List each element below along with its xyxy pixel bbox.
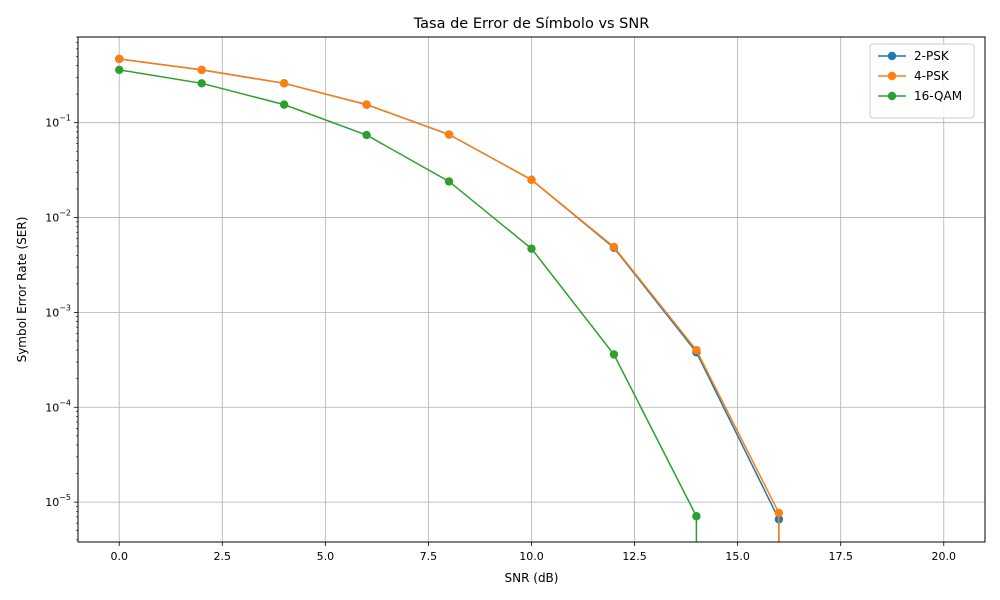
data-point [115,65,124,75]
legend-marker [887,51,897,61]
series-line [119,58,780,542]
x-tick-label: 7.5 [420,550,438,563]
x-axis-label: SNR (dB) [505,571,559,585]
data-point [692,345,701,355]
legend-label: 2-PSK [914,49,950,63]
x-tick-label: 0.0 [110,550,128,563]
x-tick-label: 15.0 [725,550,750,563]
x-tick-label: 2.5 [214,550,232,563]
series-4-PSK [115,54,784,542]
legend-marker [887,91,897,101]
y-tick-base: 10 [45,212,59,225]
y-tick-exponent: −3 [59,303,71,312]
y-tick-label: 10−2 [45,209,71,225]
data-point [197,79,206,88]
series-layer [115,54,784,542]
legend-box [869,43,975,119]
x-tick-label: 17.5 [828,550,853,563]
y-tick-base: 10 [45,401,59,414]
data-point [362,100,371,109]
y-tick-label: 10−1 [45,114,71,130]
y-axis: 10−510−410−310−210−1 [45,36,78,541]
series-16-QAM [115,65,701,542]
legend-label: 16-QAM [914,89,962,103]
legend-marker [887,71,897,81]
data-point [774,508,784,518]
data-point [444,130,454,139]
legend-item: 16-QAM [878,89,962,103]
data-point [527,175,536,184]
data-point [279,79,289,88]
y-tick-base: 10 [45,306,59,319]
x-tick-label: 12.5 [622,550,647,563]
y-tick-exponent: −2 [59,209,71,218]
y-tick-base: 10 [45,117,59,130]
data-point [609,242,619,252]
y-tick-label: 10−3 [45,303,71,319]
y-tick-exponent: −4 [59,398,71,407]
x-tick-label: 20.0 [932,550,957,563]
data-point [609,350,619,359]
y-tick-label: 10−4 [45,398,71,414]
chart-title: Tasa de Error de Símbolo vs SNR [413,16,650,32]
legend-item: 4-PSK [878,69,950,83]
x-axis: 0.0 2.5 5.0 7.5 10.0 12.5 15.0 17.5 20.0 [110,542,956,563]
y-tick-exponent: −1 [59,114,71,123]
data-point [115,54,124,64]
data-point [197,65,206,75]
data-point [444,177,454,186]
data-point [527,244,536,253]
y-tick-exponent: −5 [59,493,71,502]
x-tick-label: 5.0 [317,550,335,563]
data-point [692,512,701,521]
x-tick-label: 10.0 [519,550,544,563]
grid [78,37,985,542]
y-axis-label: Symbol Error Rate (SER) [15,217,29,363]
y-tick-base: 10 [45,496,59,509]
legend: 2-PSK 4-PSK 16-QAM [869,43,975,119]
legend-item: 2-PSK [878,49,950,63]
data-point [279,100,289,109]
legend-label: 4-PSK [914,69,950,83]
y-tick-label: 10−5 [45,493,71,509]
series-line [119,69,698,542]
data-point [362,130,371,140]
